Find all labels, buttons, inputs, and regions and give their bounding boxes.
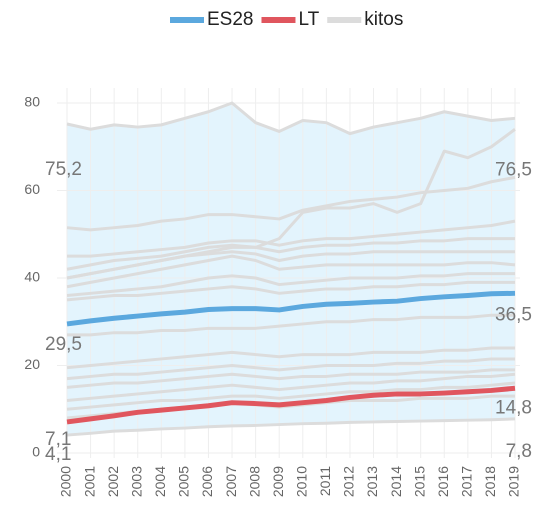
x-tick-label: 2012 xyxy=(341,466,357,497)
x-tick-label: 2014 xyxy=(388,466,404,497)
x-tick-label: 2015 xyxy=(411,466,427,497)
annotation: 7,1 xyxy=(45,429,71,450)
other-line xyxy=(67,219,516,258)
annotation: 76,5 xyxy=(495,159,532,180)
other-line xyxy=(66,272,515,297)
other-line xyxy=(66,417,516,437)
other-line xyxy=(66,254,516,289)
x-tick-label: 2008 xyxy=(246,466,262,497)
other-line xyxy=(66,175,516,232)
x-tick-label: 2016 xyxy=(435,466,451,497)
y-tick-label: 20 xyxy=(24,356,40,372)
x-tick-label: 2004 xyxy=(152,466,168,497)
other-line xyxy=(66,250,515,280)
x-tick-label: 2017 xyxy=(459,466,475,497)
x-tick-label: 2013 xyxy=(364,466,380,497)
other-line xyxy=(66,237,515,271)
annotation: 7,8 xyxy=(506,441,532,462)
other-line xyxy=(66,101,516,136)
x-tick-label: 2002 xyxy=(105,466,121,497)
other-line xyxy=(66,357,515,381)
other-line xyxy=(66,372,516,402)
y-tick-label: 40 xyxy=(24,269,40,285)
annotation: 14,8 xyxy=(495,397,532,418)
legend-label: LT xyxy=(298,9,319,30)
x-tick-label: 2000 xyxy=(58,466,74,497)
x-tick-label: 2009 xyxy=(270,466,286,497)
series-line xyxy=(66,385,516,425)
other-line xyxy=(66,368,515,389)
legend-label: ES28 xyxy=(207,9,253,30)
x-tick-label: 2019 xyxy=(506,466,522,497)
annotation: 36,5 xyxy=(495,304,532,325)
x-tick-label: 2010 xyxy=(293,466,309,497)
x-tick-label: 2001 xyxy=(81,466,97,497)
x-tick-label: 2011 xyxy=(317,466,333,496)
other-line xyxy=(66,381,516,411)
annotation: 29,5 xyxy=(45,334,82,355)
series-line xyxy=(66,290,516,327)
y-tick-label: 60 xyxy=(24,181,40,197)
x-tick-label: 2006 xyxy=(199,466,215,497)
other-line xyxy=(66,280,515,302)
x-tick-label: 2003 xyxy=(128,466,144,497)
annotation: 75,2 xyxy=(45,159,82,180)
x-tick-label: 2007 xyxy=(223,466,239,497)
other-line xyxy=(66,346,515,370)
y-tick-label: 0 xyxy=(32,444,40,460)
annotation: 4,1 xyxy=(45,444,71,465)
x-tick-label: 2005 xyxy=(176,466,192,497)
x-tick-label: 2018 xyxy=(482,466,498,497)
legend-label: kitos xyxy=(364,9,403,30)
y-tick-label: 80 xyxy=(24,94,40,110)
other-line xyxy=(67,313,515,337)
